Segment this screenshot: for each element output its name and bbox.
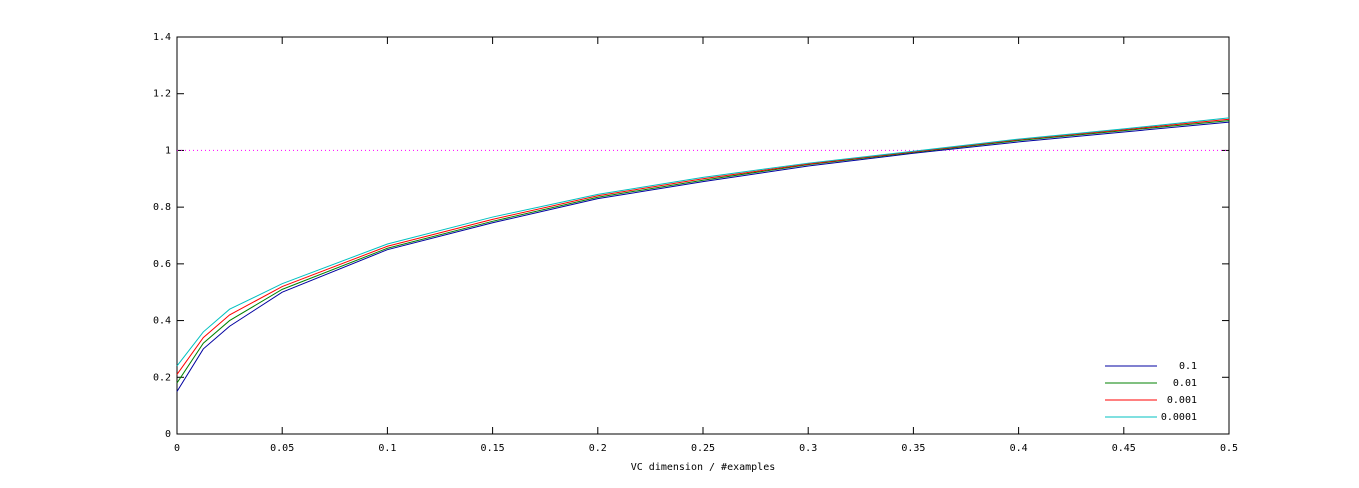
x-tick-label: 0.15 [481,443,505,454]
x-tick-label: 0.5 [1220,443,1238,454]
x-tick-label: 0.25 [691,443,715,454]
x-tick-label: 0.1 [378,443,396,454]
y-tick-label: 1.4 [153,32,171,43]
x-tick-label: 0.3 [799,443,817,454]
legend-label: 0.1 [1179,361,1197,372]
y-tick-label: 0.6 [153,259,171,270]
series-line [176,117,1230,367]
y-tick-label: 0.4 [153,316,171,327]
y-tick-label: 0.8 [153,202,171,213]
legend-label: 0.001 [1167,395,1197,406]
x-tick-label: 0.05 [270,443,294,454]
x-tick-label: 0 [174,443,180,454]
y-tick-label: 1 [165,145,171,156]
y-tick-label: 1.2 [153,89,171,100]
x-tick-label: 0.2 [589,443,607,454]
legend-label: 0.01 [1173,378,1197,389]
y-tick-label: 0 [165,429,171,440]
x-axis-label: VC dimension / #examples [631,462,776,473]
series-line [176,120,1230,384]
legend-label: 0.0001 [1161,412,1197,423]
x-tick-label: 0.35 [901,443,925,454]
x-tick-label: 0.45 [1112,443,1136,454]
series-line [176,121,1230,392]
series-line [176,118,1230,375]
plot-frame [176,36,1230,435]
x-tick-label: 0.4 [1010,443,1028,454]
y-tick-label: 0.2 [153,372,171,383]
